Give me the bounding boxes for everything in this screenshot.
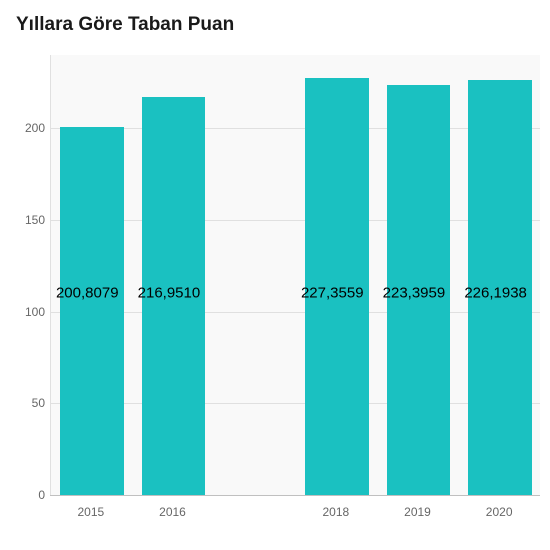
- gridline: [51, 220, 540, 221]
- bar-value-label: 223,3959: [383, 285, 446, 302]
- y-tick-label: 0: [5, 488, 45, 502]
- x-axis-line: [50, 495, 540, 496]
- gridline: [51, 128, 540, 129]
- x-tick-label: 2018: [322, 505, 349, 519]
- chart-title: Yıllara Göre Taban Puan: [16, 14, 234, 36]
- y-tick-label: 150: [5, 213, 45, 227]
- plot-area: 200,8079 216,9510 227,3559 223,3959 226,1938: [50, 55, 540, 495]
- y-tick-label: 200: [5, 121, 45, 135]
- x-tick-label: 2019: [404, 505, 431, 519]
- bar: [60, 127, 124, 495]
- gridline: [51, 403, 540, 404]
- gridline: [51, 312, 540, 313]
- bar-value-label: 226,1938: [464, 285, 527, 302]
- x-tick-label: 2020: [486, 505, 513, 519]
- y-tick-label: 50: [5, 396, 45, 410]
- bar-value-label: 227,3559: [301, 285, 364, 302]
- y-tick-label: 100: [5, 305, 45, 319]
- x-tick-label: 2015: [77, 505, 104, 519]
- x-tick-label: 2016: [159, 505, 186, 519]
- bar-value-label: 216,9510: [138, 285, 201, 302]
- bar-value-label: 200,8079: [56, 285, 119, 302]
